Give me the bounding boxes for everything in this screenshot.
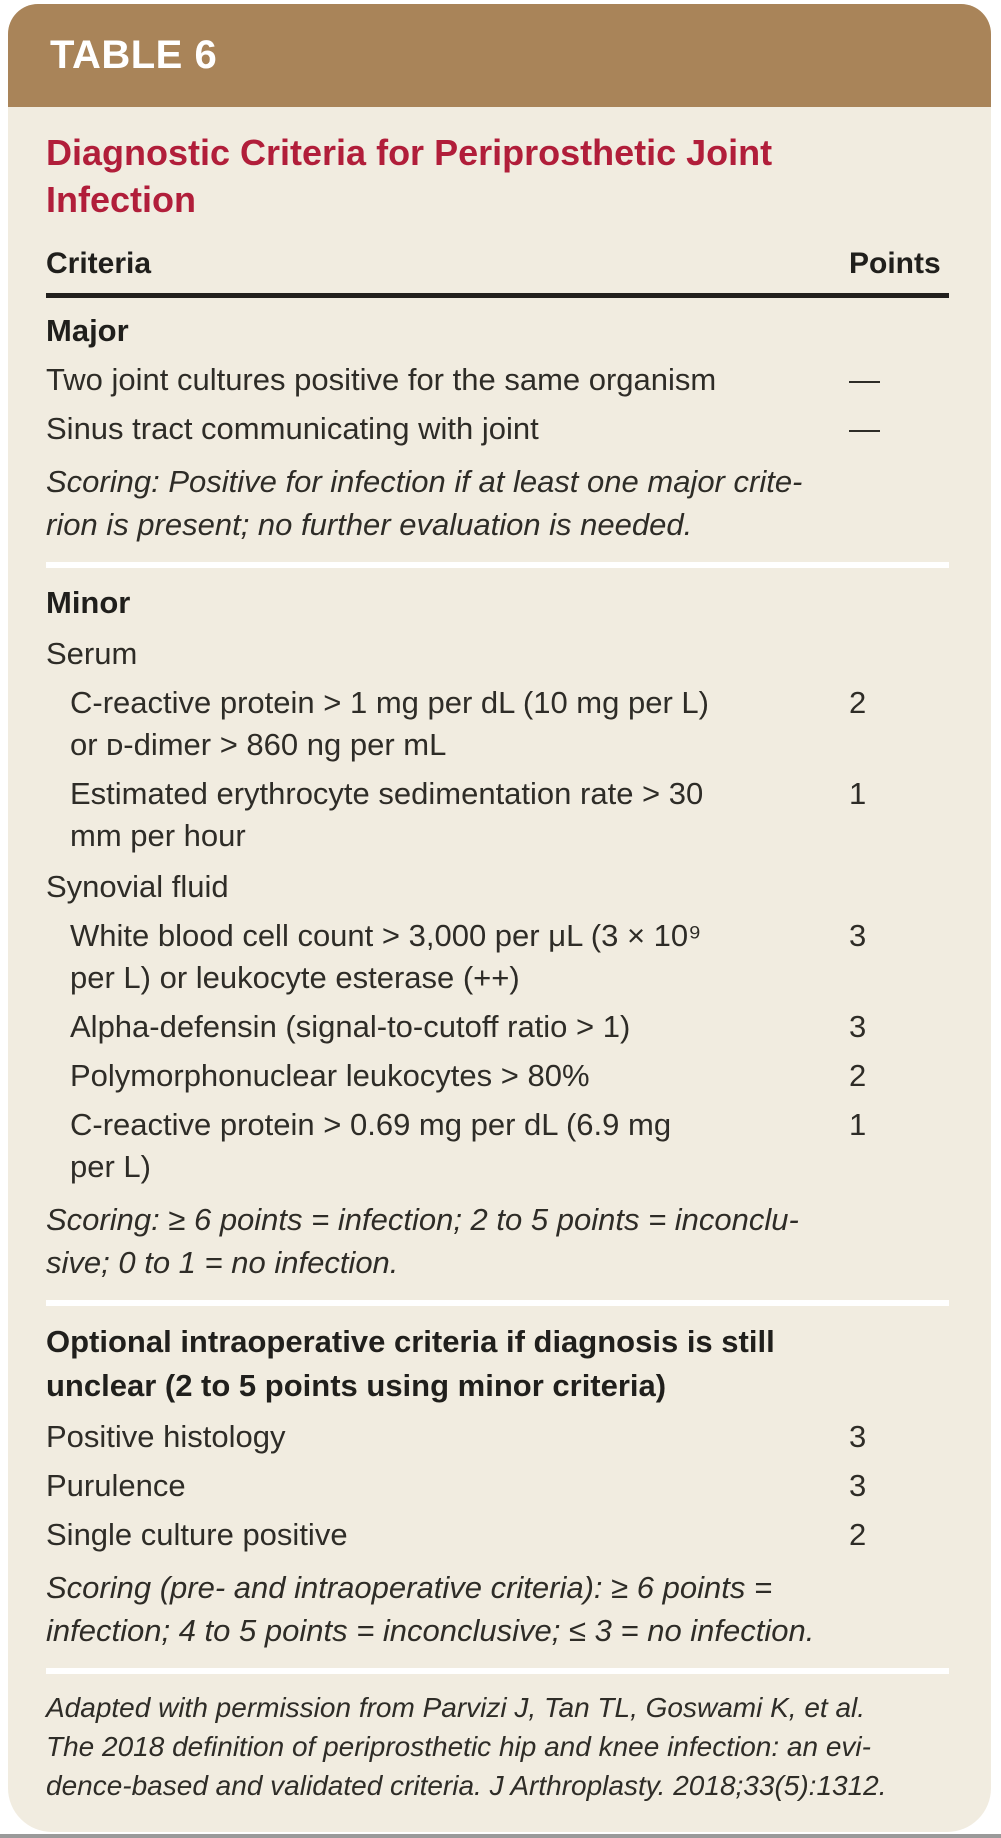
points-value: 1 (849, 1107, 867, 1142)
criteria-text: C-reactive protein > 0.69 mg per dL (6.9… (70, 1107, 672, 1184)
criteria-row: Alpha-defensin (signal-to-cutoff ratio >… (46, 1006, 949, 1048)
points-value: 3 (849, 1419, 867, 1454)
optional-heading: Optional intraoperative criteria if diag… (46, 1324, 775, 1403)
points-value: 2 (849, 1517, 867, 1552)
criteria-text: Alpha-defensin (signal-to-cutoff ratio >… (70, 1009, 631, 1044)
header-rule (46, 293, 949, 298)
table-card: TABLE 6 Diagnostic Criteria for Peripros… (8, 4, 991, 1832)
section-major: Major Two joint cultures positive for th… (46, 310, 949, 546)
criteria-text: Polymorphonuclear leukocytes > 80% (70, 1058, 590, 1093)
table-title: Diagnostic Criteria for Periprosthetic J… (46, 132, 773, 220)
section-minor: Minor Serum C-reactive protein > 1 mg pe… (46, 582, 949, 1284)
column-header-points: Points (849, 247, 941, 280)
points-value: 2 (849, 1058, 867, 1093)
footnote-citation: Adapted with permission from Parvizi J, … (46, 1692, 887, 1801)
criteria-text: Sinus tract communicating with joint (46, 411, 539, 446)
minor-scoring-note: Scoring: ≥ 6 points = infection; 2 to 5 … (46, 1202, 799, 1280)
criteria-row: Estimated erythrocyte sedimentation rate… (46, 773, 949, 857)
points-value: — (849, 411, 880, 446)
criteria-row: Purulence 3 (46, 1465, 949, 1507)
points-value: — (849, 362, 880, 397)
optional-scoring-note: Scoring (pre- and intraoperative criteri… (46, 1570, 815, 1648)
minor-heading: Minor (46, 585, 131, 620)
section-divider (46, 1300, 949, 1306)
criteria-row: C-reactive protein > 0.69 mg per dL (6.9… (46, 1104, 949, 1188)
points-value: 1 (849, 776, 867, 811)
criteria-text: Positive histology (46, 1419, 286, 1454)
table-number: TABLE 6 (50, 33, 218, 77)
criteria-row: Polymorphonuclear leukocytes > 80% 2 (46, 1055, 949, 1097)
criteria-text: Purulence (46, 1468, 186, 1503)
criteria-text: Estimated erythrocyte sedimentation rate… (70, 776, 704, 853)
column-header-row: Criteria Points (46, 243, 949, 293)
section-divider (46, 562, 949, 568)
points-value: 3 (849, 918, 867, 953)
section-optional-intraoperative: Optional intraoperative criteria if diag… (46, 1320, 949, 1652)
points-value: 3 (849, 1009, 867, 1044)
table-body: Diagnostic Criteria for Periprosthetic J… (8, 107, 991, 1805)
criteria-row: Single culture positive 2 (46, 1514, 949, 1556)
table-header-bar: TABLE 6 (8, 4, 991, 107)
criteria-row: Sinus tract communicating with joint — (46, 408, 949, 450)
criteria-text: Single culture positive (46, 1517, 348, 1552)
criteria-row: Positive histology 3 (46, 1416, 949, 1458)
criteria-row: White blood cell count > 3,000 per μL (3… (46, 915, 949, 999)
major-scoring-note: Scoring: Positive for infection if at le… (46, 464, 803, 542)
major-heading: Major (46, 313, 129, 348)
criteria-text: Two joint cultures positive for the same… (46, 362, 717, 397)
group-label-synovial-fluid: Synovial fluid (46, 869, 229, 904)
points-value: 3 (849, 1468, 867, 1503)
page-edge-line (0, 1834, 1001, 1838)
points-value: 2 (849, 685, 867, 720)
column-header-criteria: Criteria (46, 247, 152, 280)
section-divider (46, 1668, 949, 1674)
criteria-row: C-reactive protein > 1 mg per dL (10 mg … (46, 682, 949, 766)
group-label-serum: Serum (46, 636, 138, 671)
criteria-text: C-reactive protein > 1 mg per dL (10 mg … (70, 685, 709, 762)
criteria-text: White blood cell count > 3,000 per μL (3… (70, 918, 702, 995)
criteria-row: Two joint cultures positive for the same… (46, 359, 949, 401)
